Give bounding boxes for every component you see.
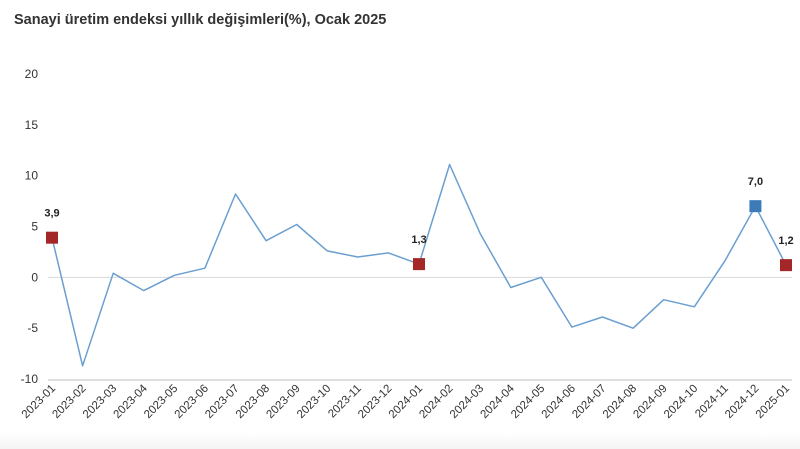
highlight-marker [780, 259, 792, 272]
y-tick-label: 0 [31, 270, 38, 284]
x-tick-label: 2023-10 [295, 383, 333, 421]
data-label: 1,3 [411, 234, 426, 246]
data-labels: 3,9 1,3 7,0 1,2 [44, 176, 793, 247]
highlight-markers [46, 200, 792, 272]
y-tick-label: 15 [25, 118, 39, 132]
data-label: 7,0 [748, 176, 763, 188]
data-label: 1,2 [778, 235, 793, 247]
highlight-marker [413, 258, 425, 271]
chart-title: Sanayi üretim endeksi yıllık değişimleri… [14, 12, 387, 28]
y-tick-label: 5 [31, 220, 38, 234]
x-axis-ticks: 2023-012023-022023-032023-042023-052023-… [20, 382, 792, 421]
highlight-marker [749, 200, 762, 213]
data-label: 3,9 [44, 208, 59, 220]
highlight-marker [46, 231, 58, 244]
y-tick-label: 20 [25, 67, 39, 81]
axes [48, 276, 792, 381]
y-tick-label: -5 [27, 321, 38, 335]
x-tick-label: 2025-01 [754, 383, 792, 421]
y-tick-label: 10 [25, 169, 39, 183]
y-tick-label: -10 [21, 372, 39, 386]
x-tick-label: 2024-10 [662, 383, 700, 421]
y-axis-ticks: 20 15 10 5 0 -5 -10 [21, 67, 39, 386]
bottom-fade [0, 433, 800, 449]
